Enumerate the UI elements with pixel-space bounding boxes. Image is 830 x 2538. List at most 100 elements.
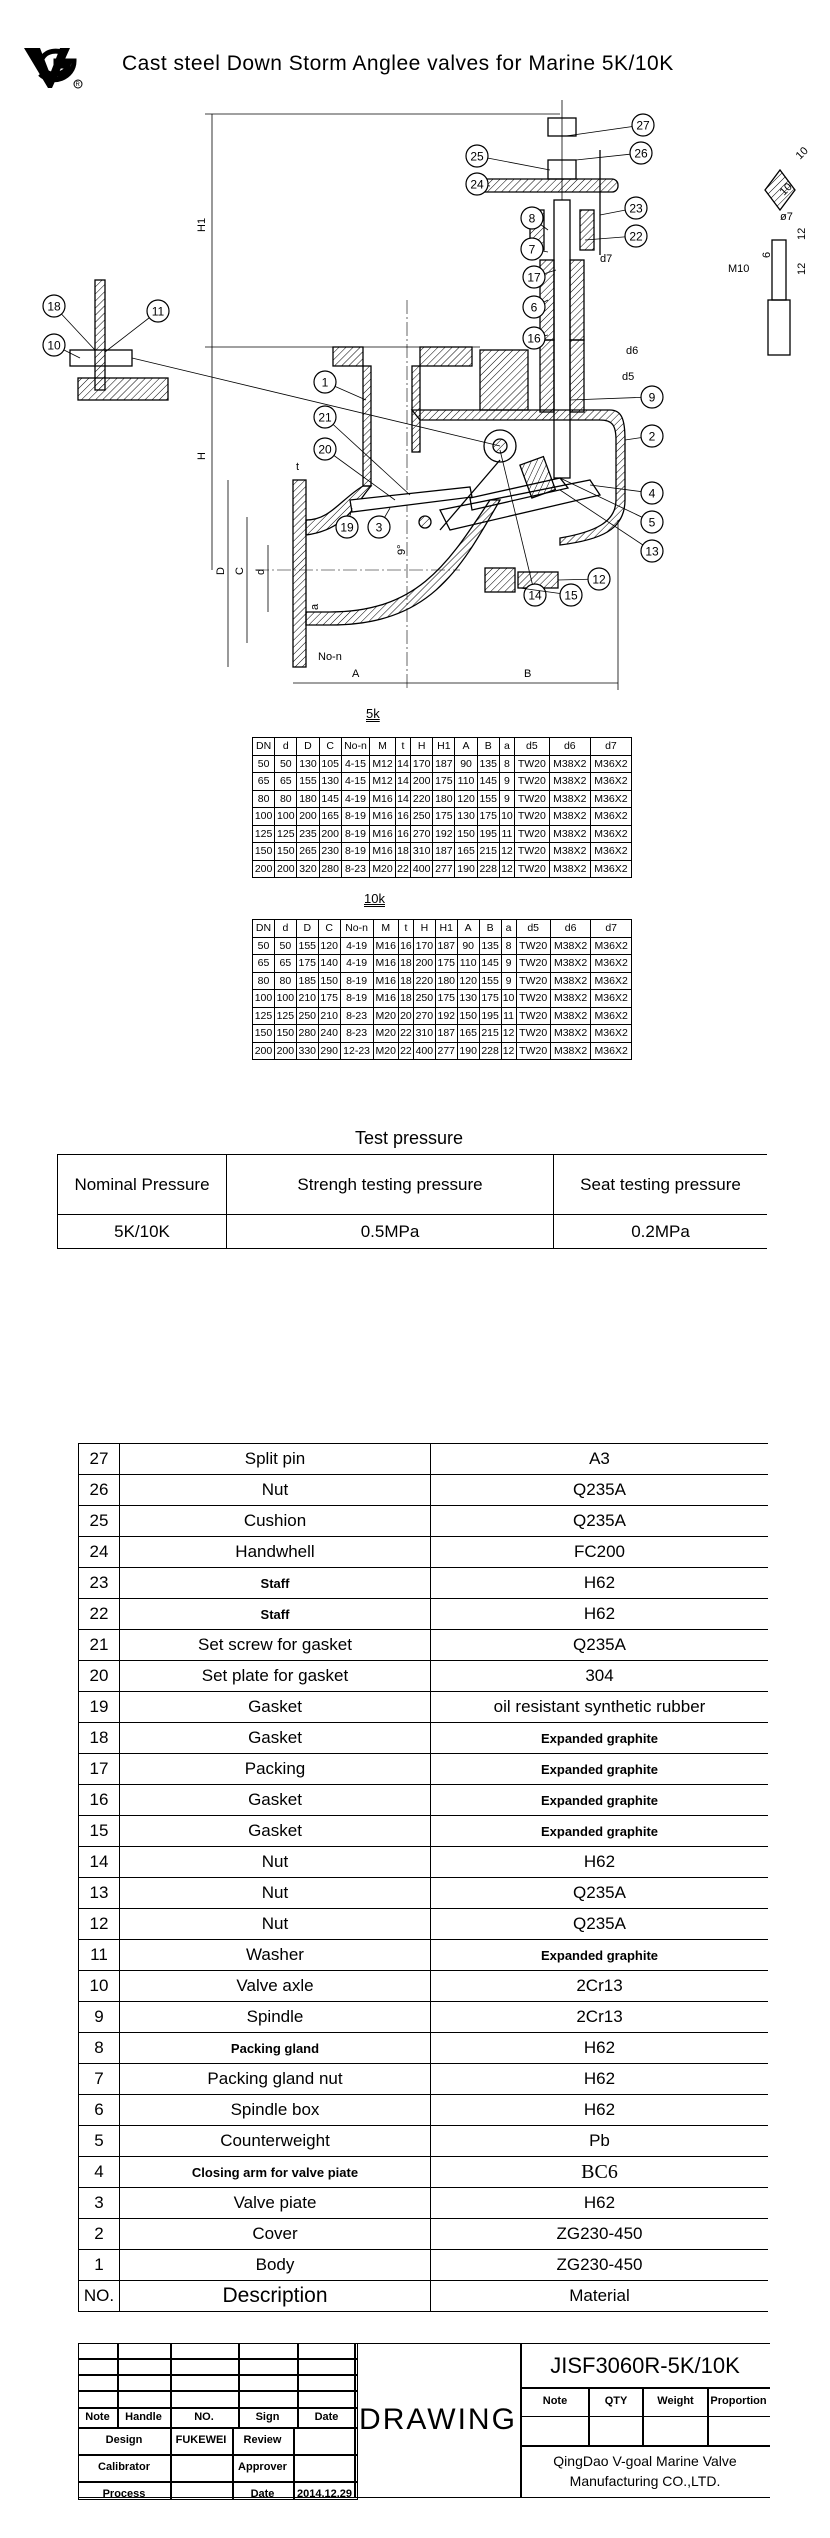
callout-label: 3 [376, 521, 383, 535]
callout-label: 18 [47, 300, 61, 314]
sign-header-cell: Sign [255, 2411, 280, 2423]
parts-row: 18 Gasket Expanded graphite [78, 1722, 768, 1754]
part-description: Gasket [119, 1691, 431, 1723]
table-cell: M36X2 [589, 807, 633, 826]
part-number: 24 [78, 1536, 120, 1568]
table-row: 65 65 175 140 4-19 M16 18 200 175 110 145 9 TW20 M38X… [252, 954, 632, 973]
part-number: 12 [78, 1908, 120, 1940]
dimension-label-b: B [524, 668, 531, 680]
table-cell: 165 [318, 807, 342, 826]
table-cell: 200 [318, 824, 342, 843]
callout-label: 5 [649, 516, 656, 530]
table-cell: M36X2 [589, 772, 633, 791]
part-material: Expanded graphite [430, 1939, 768, 1971]
part-description: Nut [119, 1877, 431, 1909]
part-material: H62 [430, 1846, 768, 1878]
dimension-label-d: d [255, 569, 267, 575]
column-header: M [369, 737, 396, 756]
table-cell: 12 [500, 1041, 517, 1060]
parts-row: 1 Body ZG230-450 [78, 2249, 768, 2281]
table-row: 80 80 185 150 8-19 M16 18 220 180 120 155 9 TW20 M38X… [252, 971, 632, 990]
dimension-label-d6: d6 [626, 345, 638, 357]
table-cell: 280 [295, 1024, 319, 1043]
part-number: 22 [78, 1598, 120, 1630]
table-cell: 185 [295, 971, 319, 990]
callout-label: 17 [527, 271, 541, 285]
column-header: H1 [434, 919, 458, 938]
designer-name: FUKEWEI [175, 2434, 227, 2446]
table-cell: 150 [454, 824, 478, 843]
column-header: d5 [514, 737, 550, 756]
callout-circle [313, 405, 337, 429]
table-cell: 8-19 [340, 807, 371, 826]
callout-circle [313, 437, 337, 461]
parts-row: 12 Nut Q235A [78, 1908, 768, 1940]
table-cell: M16 [369, 789, 396, 808]
table-cell: 200 [296, 807, 320, 826]
header-seat-testing: Seat testing pressure [553, 1154, 767, 1215]
callout-label: 14 [528, 589, 542, 603]
dimension-label-twelve-a: 12 [796, 228, 808, 240]
part-material: Expanded graphite [430, 1815, 768, 1847]
part-material: H62 [430, 2032, 768, 2064]
column-header: D [296, 737, 320, 756]
table-cell: M36X2 [589, 824, 633, 843]
leader-line [324, 448, 396, 501]
svg-text:R: R [76, 82, 81, 88]
callout-label: 9 [649, 391, 656, 405]
part-number: 15 [78, 1815, 120, 1847]
dimension-label-c: C [234, 567, 246, 575]
test-pressure-table: Nominal Pressure Strengh testing pressur… [57, 1154, 767, 1249]
table-cell: 192 [434, 1006, 458, 1025]
column-header: No-n [339, 919, 374, 938]
table-cell: 80 [273, 971, 297, 990]
table-cell: M38X2 [549, 936, 592, 955]
column-header: H1 [432, 737, 456, 756]
table-cell: 65 [274, 772, 298, 791]
sign-header-cell: NO. [194, 2411, 214, 2423]
part-number: 17 [78, 1753, 120, 1785]
parts-row: 17 Packing Expanded graphite [78, 1753, 768, 1785]
part-number: 18 [78, 1722, 120, 1754]
part-description: Valve piate [119, 2187, 431, 2219]
table-row: 125 125 235 200 8-19 M16 16 270 192 150 195 11 TW20 M… [251, 824, 633, 843]
approver-label: Approver [238, 2461, 287, 2473]
part-description: Valve axle [119, 1970, 431, 2002]
parts-row: 21 Set screw for gasket Q235A [78, 1629, 768, 1661]
part-number: 26 [78, 1474, 120, 1506]
part-number: 13 [78, 1877, 120, 1909]
dimension-label-t: t [296, 461, 299, 473]
table-cell: M38X2 [548, 824, 591, 843]
table-cell: 155 [296, 772, 320, 791]
column-header: M [372, 919, 399, 938]
company-logo: R [24, 48, 83, 89]
column-header: C [318, 737, 342, 756]
dimension-label-a: a [309, 603, 321, 610]
table-cell: 215 [478, 1024, 502, 1043]
part-material: ZG230-450 [430, 2249, 768, 2281]
dimension-label-phi7: ø7 [780, 211, 793, 223]
callout-label: 12 [592, 573, 606, 587]
table-cell: 310 [412, 1024, 436, 1043]
leader-line [559, 489, 653, 552]
parts-row: 7 Packing gland nut H62 [78, 2063, 768, 2095]
part-description: Set plate for gasket [119, 1660, 431, 1692]
table-cell: TW20 [514, 754, 550, 773]
table-cell: TW20 [515, 989, 551, 1008]
part-description: Staff [119, 1567, 431, 1599]
table-cell: 14 [394, 789, 412, 808]
table-cell: 195 [476, 824, 500, 843]
part-material: ZG230-450 [430, 2218, 768, 2250]
dimension-label-d5: d5 [622, 371, 634, 383]
table-cell: 22 [394, 859, 412, 878]
table-cell: 155 [476, 789, 500, 808]
table-cell: 65 [251, 772, 276, 791]
part-description: Spindle [119, 2001, 431, 2033]
drawing-label: DRAWING [359, 2403, 517, 2436]
column-header: d6 [549, 919, 592, 938]
table-cell: 10 [500, 989, 517, 1008]
table-cell: TW20 [514, 842, 550, 861]
part-number: 27 [78, 1443, 120, 1475]
table-cell: M16 [372, 989, 399, 1008]
